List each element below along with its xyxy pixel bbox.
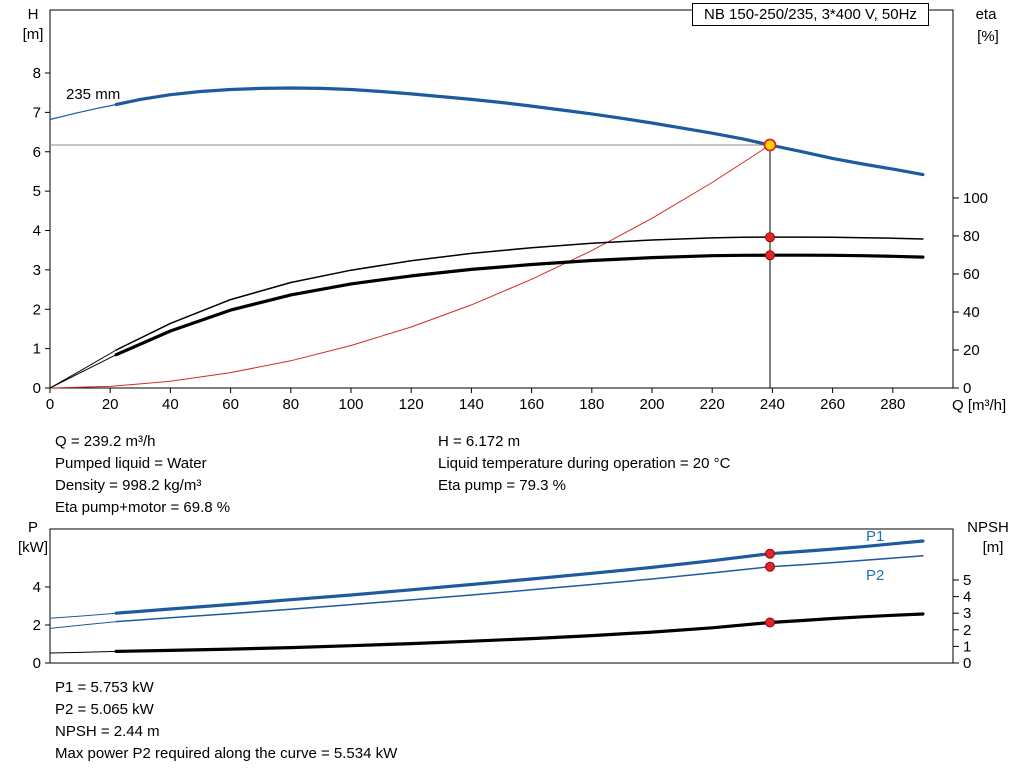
x-tick-label: 80 <box>282 396 299 413</box>
y-right-tick-label: 40 <box>963 304 980 321</box>
y-left-tick-label: 8 <box>33 65 41 82</box>
y-left-tick-label: 4 <box>33 223 41 240</box>
npsh-curve <box>114 612 925 654</box>
x-tick-label: 260 <box>820 396 845 413</box>
y-right-tick-label: 100 <box>963 190 988 207</box>
y-right-tick-label: 0 <box>963 380 971 397</box>
x-tick-label: 200 <box>639 396 664 413</box>
h-axis-unit: [m] <box>23 26 44 43</box>
y-right-tick-label: 4 <box>963 589 971 606</box>
duty-info-right-column: H = 6.172 m Liquid temperature during op… <box>438 431 730 497</box>
y-right-tick-label: 5 <box>963 572 971 589</box>
q-axis-label: Q [m³/h] <box>952 397 1006 414</box>
y-right-tick-label: 1 <box>963 638 971 655</box>
info-p1: P1 = 5.753 kW <box>55 679 154 696</box>
impeller-diameter-label: 235 mm <box>66 86 120 103</box>
info-pumped-liquid: Pumped liquid = Water <box>55 455 207 472</box>
eta-pump-curve <box>115 236 924 351</box>
info-density: Density = 998.2 kg/m³ <box>55 477 202 494</box>
p1-duty-marker <box>765 548 775 559</box>
y-left-tick-label: 0 <box>33 380 41 397</box>
info-eta-pump: Eta pump = 79.3 % <box>438 477 566 494</box>
x-tick-label: 60 <box>222 396 239 413</box>
npsh-extension <box>49 650 117 654</box>
y-left-tick-label: 7 <box>33 104 41 121</box>
y-right-tick-label: 80 <box>963 228 980 245</box>
eta-axis-name: eta <box>976 6 998 23</box>
info-max-power: Max power P2 required along the curve = … <box>55 745 398 762</box>
y-left-tick-label: 4 <box>33 579 41 596</box>
p2-curve-label: P2 <box>866 567 884 584</box>
y-right-tick-label: 0 <box>963 655 971 672</box>
eta-pump-motor-duty-marker <box>765 250 775 261</box>
p2-duty-marker <box>765 561 775 572</box>
head-curve-extension <box>49 103 117 121</box>
x-tick-label: 20 <box>102 396 119 413</box>
p-axis-name: P <box>28 519 38 536</box>
y-right-tick-label: 3 <box>963 605 971 622</box>
p1-curve <box>114 539 925 615</box>
y-right-tick-label: 60 <box>963 266 980 283</box>
eta-pump-motor-extension <box>49 354 117 389</box>
npsh-axis-unit: [m] <box>983 539 1004 556</box>
y-right-tick-label: 2 <box>963 622 971 639</box>
plot-frame <box>49 528 954 664</box>
p2-extension <box>49 621 117 629</box>
info-eta-pump-motor: Eta pump+motor = 69.8 % <box>55 499 231 516</box>
plot-frame <box>49 9 954 389</box>
head-curve <box>114 86 925 177</box>
info-npsh: NPSH = 2.44 m <box>55 723 160 740</box>
y-left-tick-label: 5 <box>33 183 41 200</box>
y-left-tick-label: 2 <box>33 301 41 318</box>
eta-pump-motor-curve <box>114 253 925 357</box>
y-left-tick-label: 6 <box>33 144 41 161</box>
p2-curve <box>115 555 924 623</box>
power-info-column: P1 = 5.753 kW P2 = 5.065 kW NPSH = 2.44 … <box>55 677 397 765</box>
eta-axis-unit: [%] <box>977 28 999 45</box>
x-tick-label: 120 <box>399 396 424 413</box>
x-tick-label: 180 <box>579 396 604 413</box>
x-tick-label: 240 <box>760 396 785 413</box>
y-left-tick-label: 1 <box>33 341 41 358</box>
x-tick-label: 220 <box>700 396 725 413</box>
info-p2: P2 = 5.065 kW <box>55 701 154 718</box>
x-tick-label: 160 <box>519 396 544 413</box>
x-tick-label: 100 <box>338 396 363 413</box>
eta-pump-extension <box>49 349 117 389</box>
y-left-tick-label: 0 <box>33 655 41 672</box>
y-left-tick-label: 2 <box>33 617 41 634</box>
x-tick-label: 140 <box>459 396 484 413</box>
x-tick-label: 280 <box>880 396 905 413</box>
info-liquid-temp: Liquid temperature during operation = 20… <box>438 455 731 472</box>
duty-point-marker <box>763 138 777 152</box>
p-axis-unit: [kW] <box>18 539 48 556</box>
x-tick-label: 0 <box>46 396 54 413</box>
pump-model-title: NB 150-250/235, 3*400 V, 50Hz <box>692 3 929 26</box>
h-axis-name: H <box>28 6 39 23</box>
info-head: H = 6.172 m <box>438 433 521 450</box>
info-flow: Q = 239.2 m³/h <box>55 433 156 450</box>
x-tick-label: 40 <box>162 396 179 413</box>
system-curve <box>49 144 771 389</box>
y-right-tick-label: 20 <box>963 342 980 359</box>
y-left-tick-label: 3 <box>33 262 41 279</box>
eta-pump-duty-marker <box>765 232 775 243</box>
duty-info-left-column: Q = 239.2 m³/h Pumped liquid = Water Den… <box>55 431 230 519</box>
p1-extension <box>49 612 117 619</box>
p1-curve-label: P1 <box>866 528 884 545</box>
npsh-duty-marker <box>765 617 775 628</box>
npsh-axis-name: NPSH <box>967 519 1009 536</box>
